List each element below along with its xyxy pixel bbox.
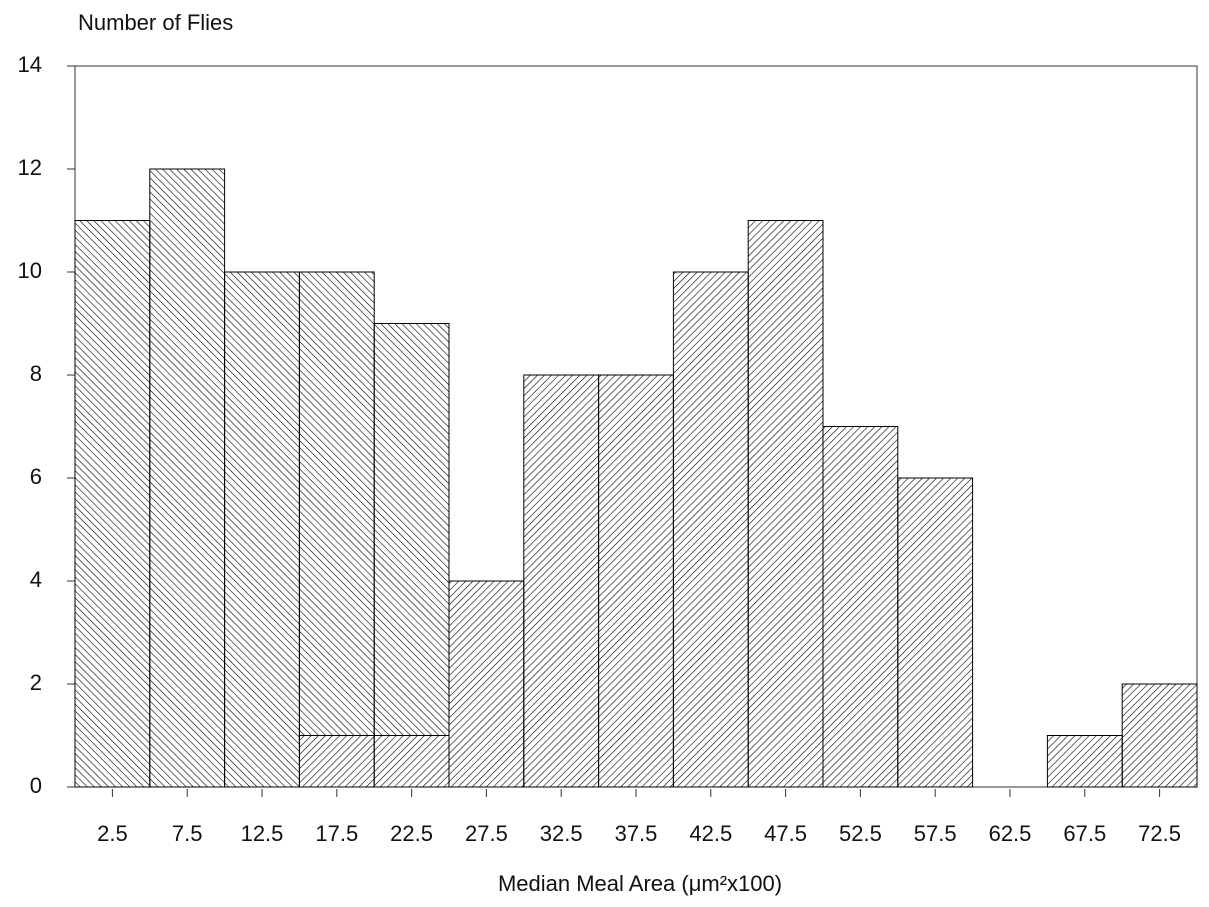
bar <box>224 271 300 788</box>
bar <box>523 374 600 788</box>
bar <box>298 735 375 788</box>
x-tick-label: 22.5 <box>390 821 433 846</box>
x-tick-label: 62.5 <box>989 821 1032 846</box>
y-tick-label: 10 <box>18 258 42 283</box>
bar <box>822 426 899 788</box>
x-tick-label: 27.5 <box>465 821 508 846</box>
y-tick-label: 6 <box>30 464 42 489</box>
x-tick-label: 57.5 <box>914 821 957 846</box>
x-tick-label: 2.5 <box>97 821 128 846</box>
bar <box>897 477 974 788</box>
bar <box>598 374 674 788</box>
x-tick-label: 37.5 <box>615 821 658 846</box>
bar <box>74 220 151 788</box>
y-tick-label: 8 <box>30 361 42 386</box>
y-tick-label: 0 <box>30 773 42 798</box>
y-tick-label: 12 <box>18 155 42 180</box>
bar <box>298 271 375 736</box>
bar <box>373 323 450 736</box>
x-tick-label: 72.5 <box>1138 821 1181 846</box>
x-tick-label: 47.5 <box>764 821 807 846</box>
x-tick-label: 32.5 <box>540 821 583 846</box>
bar <box>1046 735 1123 788</box>
y-axis-title: Number of Flies <box>78 10 233 35</box>
x-tick-label: 17.5 <box>315 821 358 846</box>
bar <box>373 735 450 788</box>
x-tick-label: 67.5 <box>1063 821 1106 846</box>
bar <box>149 168 226 788</box>
bar <box>747 220 824 788</box>
bar <box>448 580 525 788</box>
x-tick-label: 52.5 <box>839 821 882 846</box>
y-tick-label: 2 <box>30 670 42 695</box>
x-tick-label: 42.5 <box>689 821 732 846</box>
bar <box>672 271 749 788</box>
x-tick-label: 7.5 <box>172 821 203 846</box>
y-tick-label: 4 <box>30 567 42 592</box>
bar <box>1121 683 1198 788</box>
x-axis-title: Median Meal Area (μm²x100) <box>498 871 782 896</box>
y-tick-label: 14 <box>18 52 42 77</box>
x-tick-label: 12.5 <box>241 821 284 846</box>
